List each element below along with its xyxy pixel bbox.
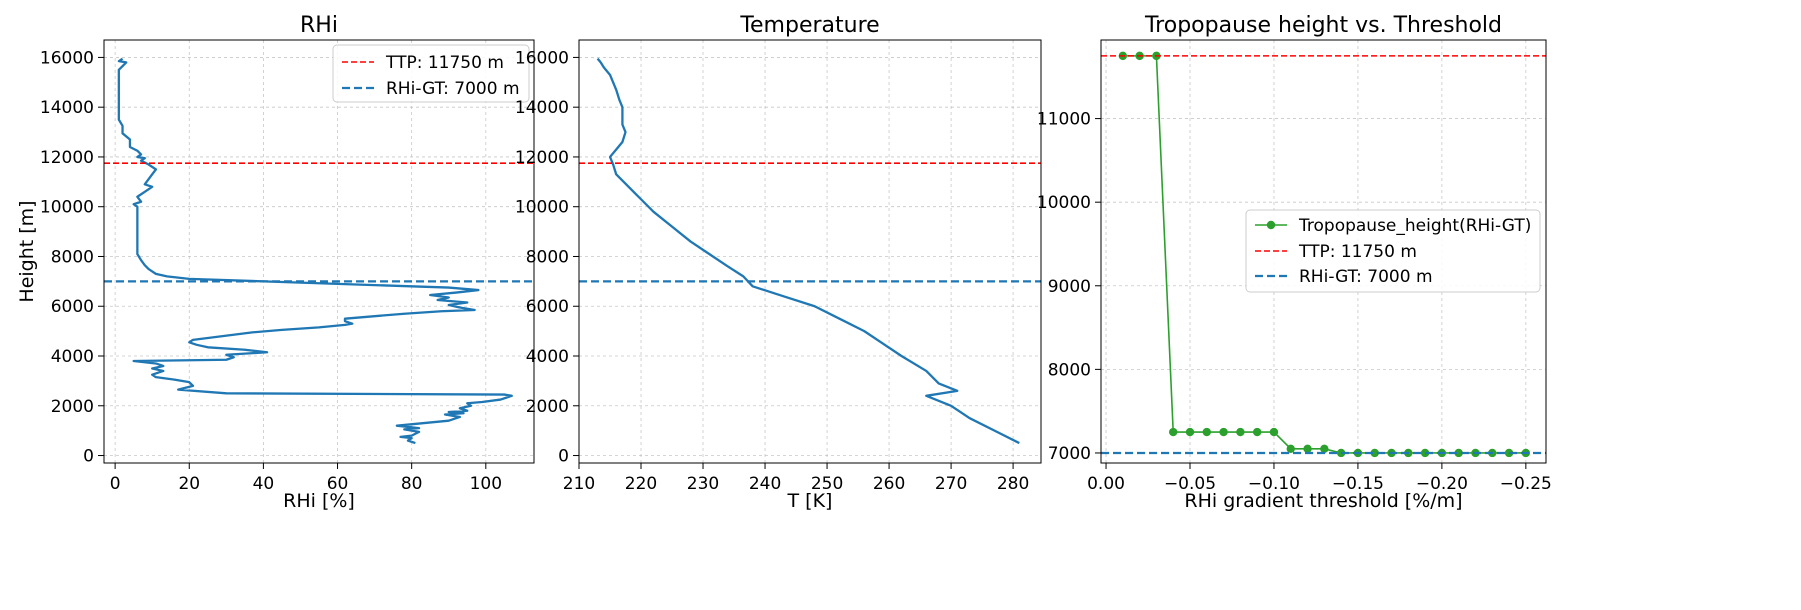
legend: Tropopause_height(RHi-GT) TTP: 11750 m RHi…: [1245, 209, 1541, 293]
y-tick-label: 7000: [1048, 444, 1091, 464]
data-point: [1185, 427, 1195, 437]
data-point: [1202, 427, 1211, 437]
x-tick-label: 80: [401, 474, 423, 494]
legend-label: Tropopause_height(RHi-GT): [1298, 216, 1531, 236]
y-tick-label: 10000: [40, 198, 94, 218]
subplot-3: 0.00 −0.05 −0.10 −0.15 −0.20 −0.25 7000 8000 900…: [1037, 13, 1552, 512]
y-tick-label: 11000: [1037, 110, 1091, 130]
legend-label: RHi-GT: 7000 m: [386, 79, 520, 99]
series-line: [596, 57, 1020, 445]
data-point: [1219, 427, 1228, 437]
subplot-1: 0 20 40 60 80 100 0 2000 4000 6000 8000 10000 12000 1…: [16, 13, 535, 512]
legend-marker: [1266, 220, 1276, 230]
plot-content: [579, 57, 1041, 445]
x-tick-label: 250: [811, 474, 843, 494]
axes-frame: [103, 39, 535, 464]
y-tick-label: 4000: [526, 347, 569, 367]
data-point: [1236, 427, 1245, 437]
x-tick-label: −0.05: [1164, 474, 1216, 494]
axes-frame: [1100, 39, 1547, 464]
y-tick-label: 8000: [526, 247, 569, 267]
y-tick-label: 8000: [51, 247, 94, 267]
y-tick-label: 6000: [526, 297, 569, 317]
y-tick-label: 16000: [515, 48, 569, 68]
legend: TTP: 11750 m RHi-GT: 7000 m: [332, 44, 530, 103]
y-axis-label: Height [m]: [16, 200, 38, 302]
x-tick-label: 20: [178, 474, 200, 494]
x-tick-label: 0: [110, 474, 121, 494]
data-point: [1370, 448, 1379, 458]
legend-label: RHi-GT: 7000 m: [1299, 267, 1433, 287]
y-tick-label: 14000: [515, 98, 569, 118]
data-point: [1320, 444, 1329, 453]
x-tick-label: 240: [749, 474, 781, 494]
x-tick-label: 210: [563, 474, 595, 494]
y-tick-label: 9000: [1048, 277, 1091, 297]
x-tick-label: 230: [687, 474, 719, 494]
y-tick-label: 2000: [51, 397, 94, 417]
y-tick-label: 0: [558, 447, 569, 467]
x-axis-label: RHi [%]: [283, 490, 355, 512]
y-tick-label: 14000: [40, 98, 94, 118]
x-tick-label: −0.10: [1248, 474, 1300, 494]
x-tick-label: 280: [997, 474, 1029, 494]
legend-frame: [332, 44, 530, 103]
plot-area: [104, 40, 534, 463]
x-axis-label: T [K]: [787, 490, 833, 512]
x-tick-label: 40: [253, 474, 275, 494]
legend-label: TTP: 11750 m: [385, 53, 504, 73]
x-tick-label: 260: [873, 474, 905, 494]
legend-frame: [1245, 209, 1541, 293]
y-tick-label: 2000: [526, 397, 569, 417]
series-line: [117, 57, 513, 445]
data-point: [1269, 427, 1279, 437]
y-tick-label: 8000: [1048, 360, 1091, 380]
plot-area: [579, 40, 1041, 463]
axes-frame: [578, 39, 1042, 464]
y-tick-label: 12000: [40, 148, 94, 168]
subplot-title: Temperature: [739, 13, 879, 38]
x-tick-label: −0.15: [1332, 474, 1384, 494]
x-tick-label: −0.20: [1416, 474, 1468, 494]
y-tick-label: 10000: [1037, 193, 1091, 213]
data-point: [1286, 444, 1295, 453]
subplot-title: RHi: [300, 13, 338, 38]
data-point: [1303, 444, 1312, 453]
y-tick-label: 0: [83, 447, 94, 467]
x-axis-label: RHi gradient threshold [%/m]: [1184, 490, 1462, 512]
x-tick-label: 60: [327, 474, 349, 494]
subplot-2: 210 220 230 240 250 260 270 280 0 2000 4000 6000 800…: [515, 13, 1042, 512]
x-tick-label: 100: [470, 474, 502, 494]
data-point: [1454, 448, 1463, 458]
y-tick-label: 16000: [40, 48, 94, 68]
data-point: [1169, 427, 1178, 437]
x-tick-label: 270: [935, 474, 967, 494]
y-tick-label: 10000: [515, 198, 569, 218]
legend-label: TTP: 11750 m: [1298, 242, 1417, 262]
subplot-title: Tropopause height vs. Threshold: [1144, 13, 1502, 38]
y-tick-label: 12000: [515, 148, 569, 168]
x-tick-label: −0.25: [1500, 474, 1552, 494]
y-tick-label: 6000: [51, 297, 94, 317]
x-tick-label: 0.00: [1087, 474, 1125, 494]
data-point: [1252, 427, 1262, 437]
x-tick-label: 220: [625, 474, 657, 494]
plot-content: [1101, 51, 1546, 458]
y-tick-label: 4000: [51, 347, 94, 367]
plot-content: [104, 57, 534, 445]
